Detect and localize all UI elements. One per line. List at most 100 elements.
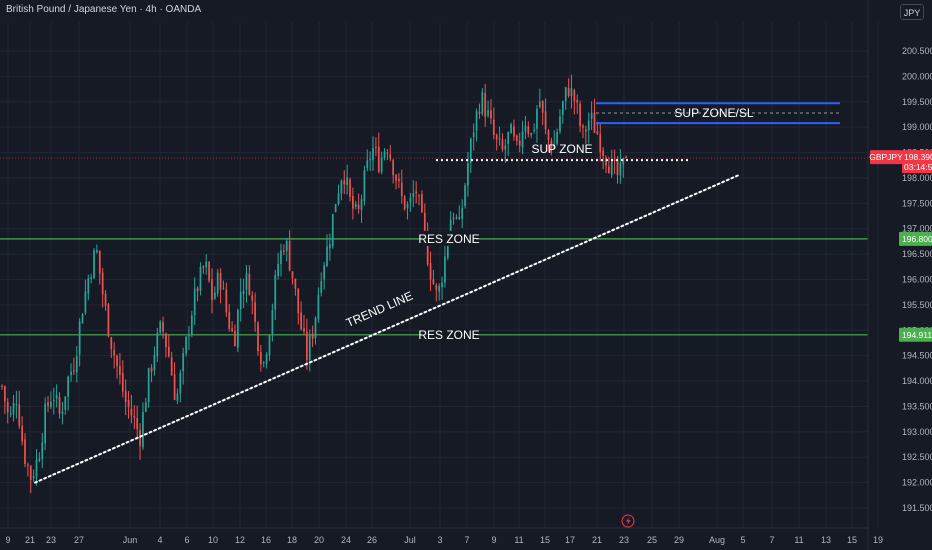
candle [179,369,182,403]
candle [599,122,602,162]
candle [487,100,489,118]
candle [475,108,478,142]
candle [484,83,487,127]
candle [139,423,141,461]
candle [504,138,507,164]
time-axis-label: 10 [208,535,218,545]
candle-body [147,368,150,403]
candle [561,100,564,124]
time-axis[interactable]: 9 21 23 27 Jun 4 6 10 12 16 18 20 24 26 Jul 3 7 9 11 15 17 21… [0,527,883,545]
candle-body [553,143,556,150]
candle [343,170,346,195]
candle-body [9,413,12,415]
candle-body [349,179,351,198]
candle-body [507,131,510,144]
candle-body [139,429,141,446]
candle-body [533,129,535,132]
candle-body [119,365,121,375]
price-axis-label: 200.000 [902,71,932,81]
candle [521,120,524,155]
candle [478,103,481,119]
candle-body [590,112,593,120]
candle-body [461,207,464,219]
candle [165,332,167,358]
candle [205,254,208,275]
candle [369,151,372,172]
candle-body [282,250,285,252]
candle-body [622,157,625,165]
candle [472,123,475,151]
candle [254,292,256,332]
candle [78,318,81,367]
candle [438,283,441,301]
candle-body [208,262,210,281]
candle [64,396,67,415]
candle [202,264,205,274]
candle [9,406,12,418]
time-axis-label: 27 [74,535,84,545]
candle-body [121,372,124,392]
candle-body [444,256,446,283]
candle [167,334,170,358]
candle-body [481,92,484,114]
candle [490,98,492,125]
candle [515,134,518,146]
candle [47,395,49,413]
candle-body [236,309,239,348]
candle-body [257,322,259,352]
candle [507,131,510,156]
candle [590,101,593,130]
candle [271,303,274,342]
candle-body [389,154,392,159]
candle-body [446,242,449,258]
candle-body [406,204,409,209]
drawing-overlays[interactable]: TREND LINE SUP ZONE/SL SUP ZONE RES ZONE RES… [34,102,840,484]
candle-body [288,241,291,271]
candle [354,200,357,210]
candle-body [475,111,478,131]
candle [239,278,242,322]
time-axis-label: 15 [847,535,857,545]
candle-body [501,139,504,150]
candle-body [159,321,162,333]
symbol-title: British Pound / Japanese Yen · 4h · OAND… [6,4,202,15]
candle [285,237,288,262]
candle-body [334,204,337,213]
candle-body [193,288,196,315]
candle-body [469,138,472,163]
candle [18,390,21,429]
currency-button[interactable]: JPY [900,4,924,20]
candle [27,462,29,477]
candle [314,316,317,345]
candle [372,136,374,171]
candle-body [277,263,279,276]
candle [222,280,225,290]
time-axis-label: 23 [46,535,56,545]
candle-body [513,126,515,137]
candle-body [599,133,602,153]
candle-body [383,151,386,159]
candle [587,112,590,144]
candle-body [104,293,107,306]
candle [392,158,395,184]
time-axis-label: Jun [123,535,138,545]
candle-body [412,193,415,197]
candle [564,86,567,110]
candle [461,199,464,228]
candle [317,287,320,323]
res-zone-label-bg [422,230,476,246]
candle [495,133,498,151]
time-axis-label: 18 [287,535,297,545]
candle [380,151,383,175]
candle-body [619,162,622,176]
candle-body [380,157,383,173]
candle-body [576,100,579,103]
candle-body [608,166,610,174]
candle [409,192,412,212]
price-axis-label: 193.500 [902,401,932,411]
lightning-icon[interactable] [621,514,635,528]
candle [357,193,360,214]
price-axis-label: 196.000 [902,275,932,285]
candle-body [254,302,256,322]
